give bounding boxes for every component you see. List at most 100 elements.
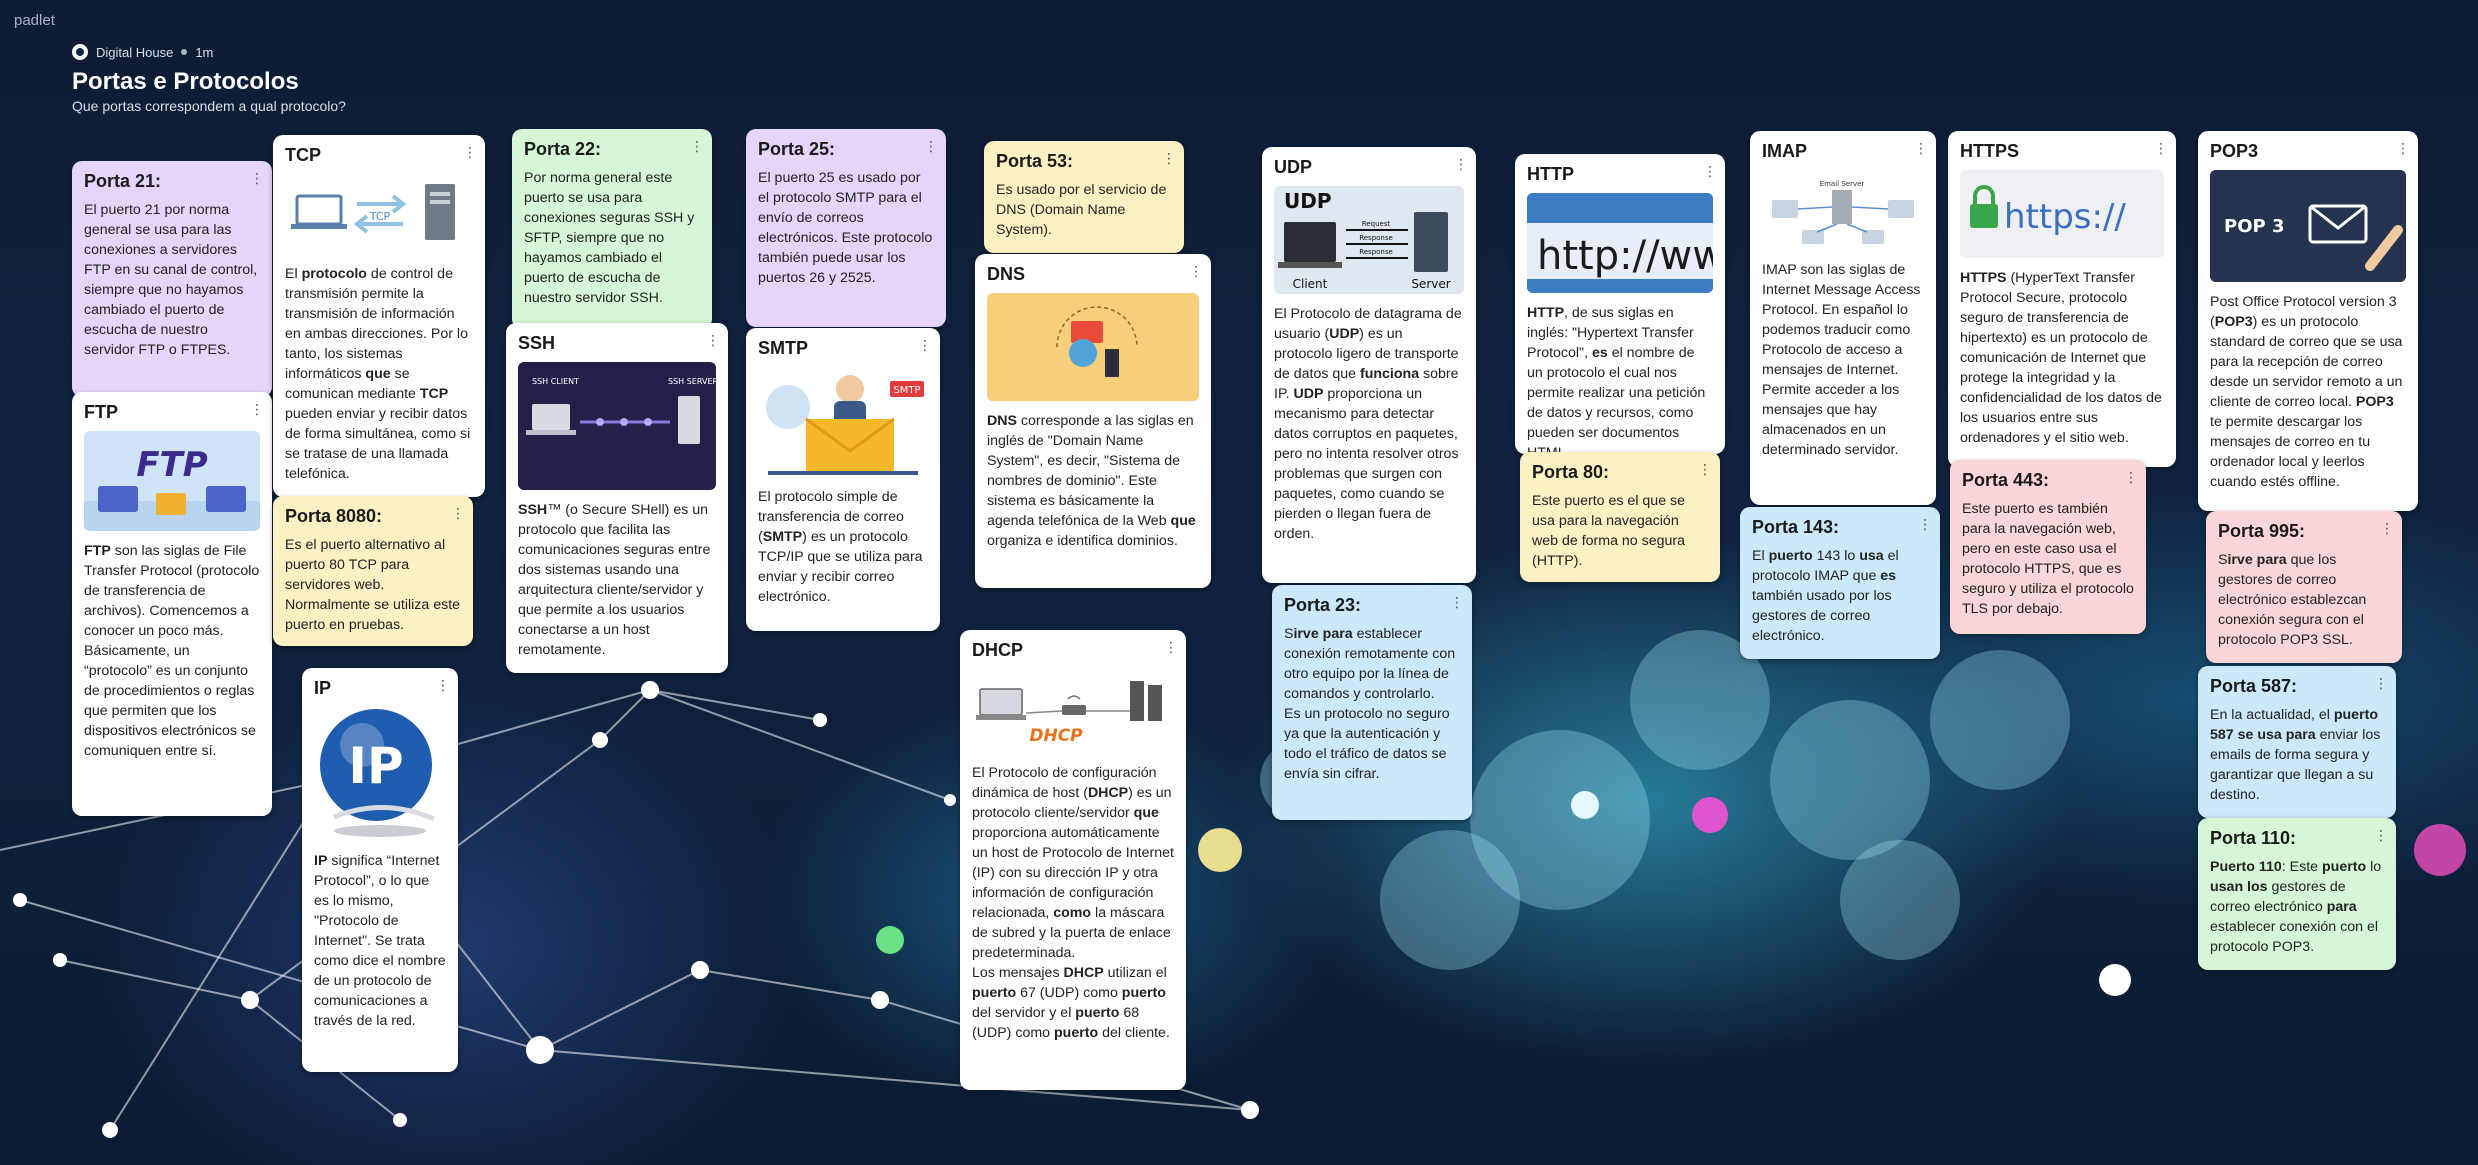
board-title: Portas e Protocolos xyxy=(72,68,299,95)
more-options-icon[interactable]: ⋮ xyxy=(706,332,720,348)
padlet-logo[interactable]: padlet xyxy=(14,12,55,29)
svg-text:http://www: http://www xyxy=(1537,233,1713,279)
post-body: Por norma general este puerto se usa par… xyxy=(524,170,695,306)
post-body: HTTP, de sus siglas en inglés: "Hypertex… xyxy=(1527,305,1706,454)
post-body: Post Office Protocol version 3 (POP3) es… xyxy=(2210,294,2403,490)
post-tcp[interactable]: ⋮ TCP TCP El protocolo de control de tra… xyxy=(273,135,485,497)
post-porta-25[interactable]: ⋮ Porta 25: El puerto 25 es usado por el… xyxy=(746,129,946,327)
post-https[interactable]: ⋮ HTTPS https:// HTTPS (HyperText Transf… xyxy=(1948,131,2176,467)
post-title: IP xyxy=(314,678,332,698)
more-options-icon[interactable]: ⋮ xyxy=(1189,263,1203,279)
more-options-icon[interactable]: ⋮ xyxy=(2154,140,2168,156)
post-porta-53[interactable]: ⋮ Porta 53: Es usado por el servicio de … xyxy=(984,141,1184,253)
more-options-icon[interactable]: ⋮ xyxy=(918,337,932,353)
post-body: HTTPS (HyperText Transfer Protocol Secur… xyxy=(1960,270,2162,446)
ssh-illustration: SSH CLIENT SSH SERVER xyxy=(518,362,716,490)
post-smtp[interactable]: ⋮ SMTP SMTP El protocolo simple de trans… xyxy=(746,328,940,631)
post-porta-23[interactable]: ⋮ Porta 23: Sirve para establecer conexi… xyxy=(1272,585,1472,820)
https-image: https:// xyxy=(1960,170,2164,258)
more-options-icon[interactable]: ⋮ xyxy=(436,677,450,693)
more-options-icon[interactable]: ⋮ xyxy=(690,138,704,154)
post-porta-443[interactable]: ⋮ Porta 443: Este puerto es también para… xyxy=(1950,460,2146,634)
post-body: Puerto 110: Este puerto lo usan los gest… xyxy=(2210,859,2382,955)
post-title: Porta 21: xyxy=(84,171,162,191)
post-body: Sirve para que los gestores de correo el… xyxy=(2218,552,2367,648)
post-porta-80[interactable]: ⋮ Porta 80: Este puerto es el que se usa… xyxy=(1520,452,1720,582)
post-porta-21[interactable]: ⋮ Porta 21: El puerto 21 por norma gener… xyxy=(72,161,272,397)
dhcp-image: DHCP xyxy=(976,681,1162,746)
post-pop3[interactable]: ⋮ POP3 POP 3 Post Office Protocol versio… xyxy=(2198,131,2418,511)
post-dns[interactable]: ⋮ DNS DNS corresponde a las siglas en in… xyxy=(975,254,1211,588)
post-title: Porta 143: xyxy=(1752,517,1840,537)
post-title: UDP xyxy=(1274,157,1313,177)
post-ip[interactable]: ⋮ IP IP IP significa “Internet Protocol”… xyxy=(302,668,458,1072)
https-illustration: https:// xyxy=(1960,170,2164,258)
post-body: Sirve para establecer conexión remotamen… xyxy=(1284,626,1456,782)
svg-text:Server: Server xyxy=(1411,277,1450,291)
more-options-icon[interactable]: ⋮ xyxy=(1703,163,1717,179)
post-porta-587[interactable]: ⋮ Porta 587: En la actualidad, el puerto… xyxy=(2198,666,2396,818)
board-header: Digital House 1m Portas e Protocolos Que… xyxy=(72,44,346,114)
pop3-illustration: POP 3 xyxy=(2210,170,2406,282)
post-body: El protocolo simple de transferencia de … xyxy=(758,489,923,605)
post-title: Porta 80: xyxy=(1532,462,1610,482)
post-title: SSH xyxy=(518,333,556,353)
svg-text:Email Server: Email Server xyxy=(1820,180,1865,188)
udp-illustration: UDP Request Response Response Client Ser… xyxy=(1274,186,1464,294)
dns-illustration xyxy=(987,293,1199,401)
ip-illustration: IP xyxy=(314,707,446,841)
more-options-icon[interactable]: ⋮ xyxy=(1454,156,1468,172)
post-title: Porta 8080: xyxy=(285,506,383,526)
svg-text:SSH SERVER: SSH SERVER xyxy=(668,377,716,386)
svg-text:Client: Client xyxy=(1293,277,1328,291)
more-options-icon[interactable]: ⋮ xyxy=(463,144,477,160)
more-options-icon[interactable]: ⋮ xyxy=(1914,140,1928,156)
board-subtitle: Que portas correspondem a qual protocolo… xyxy=(72,98,346,114)
more-options-icon[interactable]: ⋮ xyxy=(451,505,465,521)
post-udp[interactable]: ⋮ UDP UDP Request Response Response Clie… xyxy=(1262,147,1476,583)
more-options-icon[interactable]: ⋮ xyxy=(2380,520,2394,536)
post-title: Porta 22: xyxy=(524,139,602,159)
post-title: IMAP xyxy=(1762,141,1807,161)
more-options-icon[interactable]: ⋮ xyxy=(2374,827,2388,843)
updated-time: 1m xyxy=(195,44,214,60)
org-name[interactable]: Digital House xyxy=(96,44,174,60)
post-dhcp[interactable]: ⋮ DHCP DHCP El Protocolo de configuració… xyxy=(960,630,1186,1090)
post-porta-143[interactable]: ⋮ Porta 143: El puerto 143 lo usa el pro… xyxy=(1740,507,1940,659)
svg-text:Response: Response xyxy=(1359,248,1393,256)
http-illustration: http://www xyxy=(1527,193,1713,293)
post-body: IMAP son las siglas de Internet Message … xyxy=(1762,262,1921,458)
svg-text:Response: Response xyxy=(1359,234,1393,242)
more-options-icon[interactable]: ⋮ xyxy=(2124,469,2138,485)
more-options-icon[interactable]: ⋮ xyxy=(1450,594,1464,610)
more-options-icon[interactable]: ⋮ xyxy=(1918,516,1932,532)
post-ftp[interactable]: ⋮ FTP FTP FTP son las siglas de File Tra… xyxy=(72,392,272,816)
post-porta-110[interactable]: ⋮ Porta 110: Puerto 110: Este puerto lo … xyxy=(2198,818,2396,970)
post-porta-22[interactable]: ⋮ Porta 22: Por norma general este puert… xyxy=(512,129,712,329)
smtp-image: SMTP xyxy=(766,375,924,475)
ftp-image: FTP xyxy=(84,445,260,531)
dns-image xyxy=(1056,306,1138,377)
post-title: Porta 995: xyxy=(2218,521,2306,541)
more-options-icon[interactable]: ⋮ xyxy=(924,138,938,154)
more-options-icon[interactable]: ⋮ xyxy=(2396,140,2410,156)
imap-image: Email Server xyxy=(1772,180,1914,244)
post-imap[interactable]: ⋮ IMAP Email Server IMAP son las siglas … xyxy=(1750,131,1936,505)
pop3-image: POP 3 xyxy=(2210,170,2406,282)
more-options-icon[interactable]: ⋮ xyxy=(250,170,264,186)
post-porta-8080[interactable]: ⋮ Porta 8080: Es el puerto alternativo a… xyxy=(273,496,473,646)
more-options-icon[interactable]: ⋮ xyxy=(1698,461,1712,477)
post-title: Porta 25: xyxy=(758,139,836,159)
post-title: HTTP xyxy=(1527,164,1574,184)
more-options-icon[interactable]: ⋮ xyxy=(1164,639,1178,655)
post-ssh[interactable]: ⋮ SSH SSH CLIENT SSH SERVER SSH™ (o Secu… xyxy=(506,323,728,673)
more-options-icon[interactable]: ⋮ xyxy=(2374,675,2388,691)
svg-text:IP: IP xyxy=(348,737,403,795)
post-http[interactable]: ⋮ HTTP http://www HTTP, de sus siglas en… xyxy=(1515,154,1725,454)
post-title: Porta 23: xyxy=(1284,595,1362,615)
post-title: DNS xyxy=(987,264,1026,284)
post-body: El protocolo de control de transmisión p… xyxy=(285,266,471,482)
post-porta-995[interactable]: ⋮ Porta 995: Sirve para que los gestores… xyxy=(2206,511,2402,663)
more-options-icon[interactable]: ⋮ xyxy=(250,401,264,417)
more-options-icon[interactable]: ⋮ xyxy=(1162,150,1176,166)
